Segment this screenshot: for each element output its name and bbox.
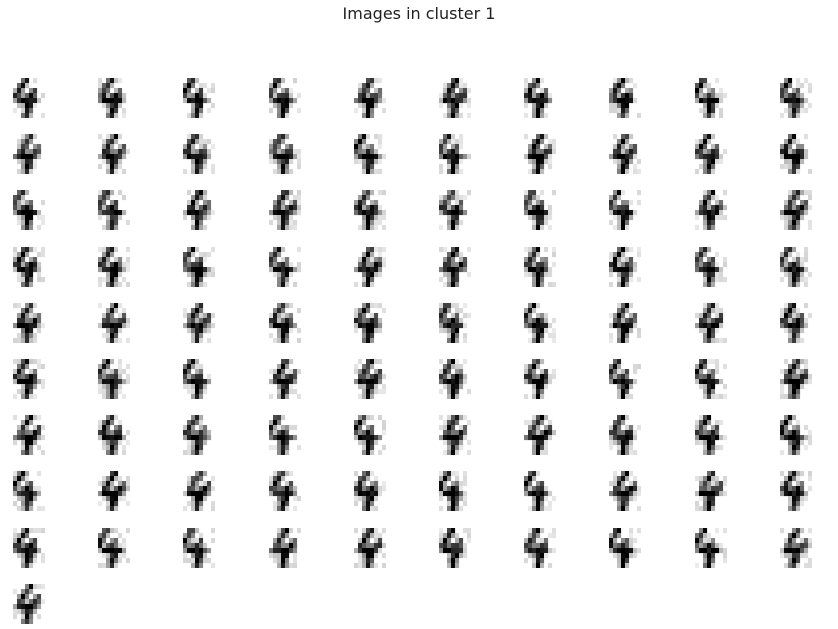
digit-image [779,134,812,175]
digit-image [183,415,215,456]
digit-image [779,246,812,287]
digit-image [609,78,642,118]
digit-image [609,415,642,456]
digit-image [353,134,386,175]
digit-image [268,134,301,175]
digit-image [779,190,812,231]
digit-image [439,134,471,175]
digit-image [779,302,812,343]
digit-image [183,527,216,568]
digit-image [524,190,557,231]
digit-image [779,415,812,456]
digit-image [524,415,557,456]
digit-image [779,359,812,399]
digit-image [13,415,45,456]
figure-title: Images in cluster 1 [342,4,496,23]
digit-image [13,134,45,175]
digit-image [439,527,471,568]
digit-image [183,359,215,399]
digit-image [98,527,131,568]
digit-image [609,471,642,512]
digit-image [98,359,131,399]
digit-image [353,78,386,118]
digit-image [524,134,557,175]
digit-image [268,302,301,343]
digit-image [353,302,386,343]
digit-image [183,190,216,231]
digit-image [13,302,45,343]
digit-image [524,246,557,287]
digit-image [439,246,471,287]
digit-image [268,527,301,568]
digit-image [694,246,727,287]
digit-image [439,190,471,231]
digit-image [694,527,727,568]
digit-image [609,527,642,568]
digit-image [268,471,301,512]
digit-image [268,78,301,118]
digit-image [609,190,642,231]
digit-image [609,302,642,343]
digit-image [353,415,386,456]
digit-image [694,471,727,512]
digit-image [609,134,642,175]
digit-image [439,471,471,512]
digit-image [183,302,216,343]
digit-image [98,471,131,512]
digit-image [694,415,727,456]
digit-image [524,527,557,568]
digit-image [694,302,727,343]
digit-image [13,583,45,624]
digit-image [353,190,386,231]
digit-image [779,527,812,568]
digit-image [439,359,471,399]
digit-image [13,246,45,287]
digit-image [183,246,216,287]
digit-image [694,134,727,175]
digit-image [779,78,812,118]
digit-image [98,415,131,456]
digit-image [13,359,45,399]
digit-image [439,78,471,118]
digit-image [98,246,131,287]
digit-image [98,78,130,118]
digit-image [524,78,556,118]
digit-image [524,359,557,399]
digit-image [353,359,386,399]
digit-image [98,134,131,175]
digit-image [13,190,45,231]
digit-image [183,78,216,118]
digit-image [268,246,301,287]
digit-image [183,134,216,175]
digit-image [353,527,386,568]
digit-image [98,302,131,343]
digit-image [694,190,727,231]
digit-image [694,359,727,399]
digit-image [524,471,557,512]
digit-image [439,415,471,456]
digit-image [268,359,301,399]
digit-image [779,471,812,512]
digit-image [13,78,45,118]
digit-image [439,302,471,343]
digit-image [183,471,216,512]
digit-image [694,78,727,118]
digit-image [353,246,386,287]
digit-image [268,190,301,231]
digit-image [524,302,557,343]
digit-image [609,246,642,287]
digit-image [13,527,45,568]
digit-image [609,359,642,399]
digit-image [268,415,301,456]
digit-image [353,471,386,512]
digit-image [98,190,131,231]
digit-image [13,471,45,512]
